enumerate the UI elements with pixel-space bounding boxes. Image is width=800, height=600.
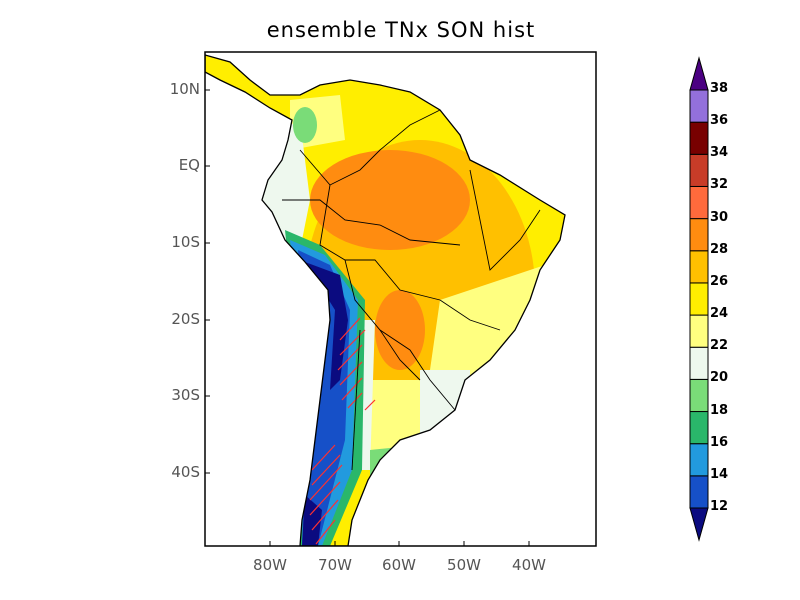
colorbar-tick-label: 38 <box>710 81 729 96</box>
lat-label-eq: EQ <box>178 156 200 174</box>
country-borders <box>282 109 541 471</box>
colorbar-tick-label: 16 <box>710 434 729 450</box>
colorbar-box <box>689 121 709 155</box>
lat-label-20s: 20S <box>171 310 200 328</box>
colorbar-tick-label: 36 <box>710 113 729 129</box>
lon-label-70w: 70W <box>318 556 352 574</box>
colorbar-box <box>689 218 709 252</box>
axis-ticks <box>205 89 530 546</box>
colorbar-box <box>689 282 709 316</box>
colorbar-over-triangle <box>689 56 709 91</box>
colorbar-box <box>689 443 709 477</box>
colorbar-box <box>689 411 709 445</box>
lat-label-40s: 40S <box>171 463 200 481</box>
colorbar-under-triangle <box>689 507 709 542</box>
colorbar-box <box>689 475 709 509</box>
colorbar-box <box>689 250 709 284</box>
colorbar-tick-label: 34 <box>710 145 729 161</box>
lon-label-40w: 40W <box>512 556 546 574</box>
colorbar-box <box>689 378 709 413</box>
colorbar-box <box>689 185 709 220</box>
lon-label-50w: 50W <box>447 556 481 574</box>
colorbar-tick-label: 14 <box>710 466 729 482</box>
map-frame <box>204 51 597 547</box>
lon-label-80w: 80W <box>253 556 287 574</box>
map-title: ensemble TNx SON hist <box>266 18 536 42</box>
colorbar-tick-label: 18 <box>710 402 729 418</box>
temperature-field <box>205 55 565 546</box>
colorbar-tick-label: 30 <box>710 209 729 225</box>
colorbar-tick-label: 20 <box>710 370 729 386</box>
colorbar-box <box>689 314 709 348</box>
lon-label-60w: 60W <box>382 556 416 574</box>
colorbar-tick-label: 26 <box>710 273 729 289</box>
colorbar-tick-label: 24 <box>710 306 729 322</box>
lat-label-10s: 10S <box>171 233 200 251</box>
colorbar <box>689 56 709 542</box>
colorbar-tick-label: 32 <box>710 177 729 193</box>
colorbar-tick-label: 22 <box>710 338 729 354</box>
colorbar-box <box>689 346 709 380</box>
lat-label-30s: 30S <box>171 386 200 404</box>
colorbar-tick-label: 12 <box>710 499 729 514</box>
significance-hatching <box>309 317 376 545</box>
lat-label-10n: 10N <box>169 80 200 98</box>
colorbar-box <box>689 153 709 187</box>
colorbar-box <box>689 89 709 123</box>
colorbar-tick-label: 28 <box>710 241 729 257</box>
